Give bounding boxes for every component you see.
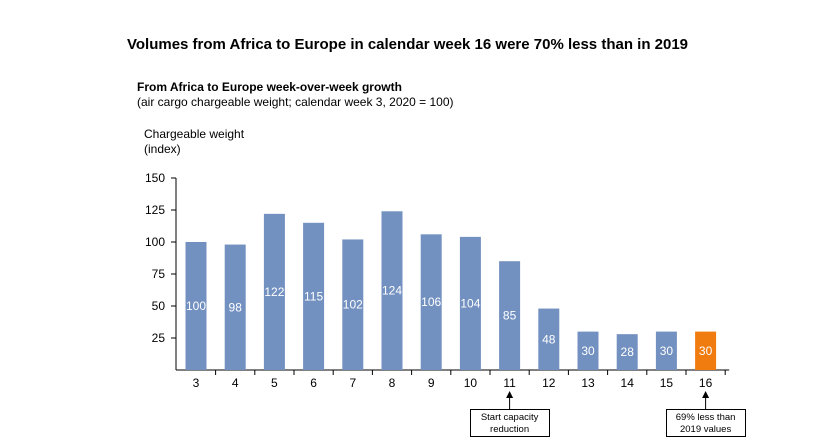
x-tick-label: 13 (581, 376, 595, 390)
x-tick-label: 14 (621, 376, 635, 390)
bar (655, 331, 677, 370)
bar-value-label: 28 (621, 345, 635, 359)
x-tick-label: 10 (464, 376, 478, 390)
bar (381, 211, 403, 370)
bar (695, 331, 717, 370)
bar (303, 222, 325, 370)
bar-value-label: 102 (343, 298, 363, 312)
y-tick-label: 100 (145, 235, 165, 249)
annotation-line2: reduction (490, 424, 530, 435)
x-tick-label: 8 (389, 376, 396, 390)
bar (420, 234, 442, 370)
bar-value-label: 98 (229, 300, 243, 314)
bar (616, 334, 638, 370)
bar (342, 239, 364, 370)
x-tick-label: 4 (232, 376, 239, 390)
y-axis-label: Chargeable weight (index) (144, 127, 264, 157)
bar-value-label: 100 (186, 299, 206, 313)
y-axis-label-line2: (index) (144, 142, 181, 156)
bar (538, 308, 560, 370)
bar-value-label: 85 (503, 309, 517, 323)
bar-value-label: 30 (699, 344, 713, 358)
x-tick-label: 12 (542, 376, 556, 390)
bar-value-label: 124 (382, 284, 402, 298)
x-tick-label: 6 (310, 376, 317, 390)
bar (224, 244, 246, 370)
y-tick-label: 50 (152, 299, 166, 313)
y-tick-label: 75 (152, 267, 166, 281)
annotation-box: Start capacity reduction (469, 409, 550, 437)
bar (459, 236, 481, 370)
bar-value-label: 115 (304, 289, 323, 303)
x-tick-label: 7 (349, 376, 356, 390)
y-tick-label: 125 (145, 203, 165, 217)
annotation-line1: Start capacity (480, 412, 539, 423)
x-tick-label: 5 (271, 376, 278, 390)
bar (577, 331, 599, 370)
annotation-arrowhead (506, 391, 514, 398)
x-tick-label: 9 (428, 376, 435, 390)
chart-subtitle-note: (air cargo chargeable weight; calendar w… (137, 95, 454, 109)
chart-title: Volumes from Africa to Europe in calenda… (126, 36, 689, 53)
y-tick-label: 150 (145, 171, 165, 185)
bar (499, 261, 521, 370)
annotation-line2: 2019 values (679, 424, 732, 435)
x-tick-label: 3 (193, 376, 200, 390)
annotation-box: 69% less than 2019 values (665, 409, 746, 437)
x-tick-label: 16 (699, 376, 713, 390)
chart-subtitle: From Africa to Europe week-over-week gro… (137, 80, 402, 94)
bar-value-label: 122 (264, 285, 284, 299)
bar (263, 213, 285, 370)
annotation-arrowhead (702, 391, 710, 398)
bar (185, 242, 207, 370)
bar-value-label: 104 (460, 296, 480, 310)
bar-value-label: 48 (542, 332, 556, 346)
y-tick-label: 25 (152, 331, 166, 345)
annotation-line1: 69% less than (675, 412, 736, 423)
y-axis-label-line1: Chargeable weight (144, 127, 245, 141)
bar-value-label: 30 (581, 344, 595, 358)
x-tick-label: 11 (503, 376, 516, 390)
bar-value-label: 30 (660, 344, 674, 358)
bar-value-label: 106 (421, 295, 441, 309)
x-tick-label: 15 (660, 376, 674, 390)
